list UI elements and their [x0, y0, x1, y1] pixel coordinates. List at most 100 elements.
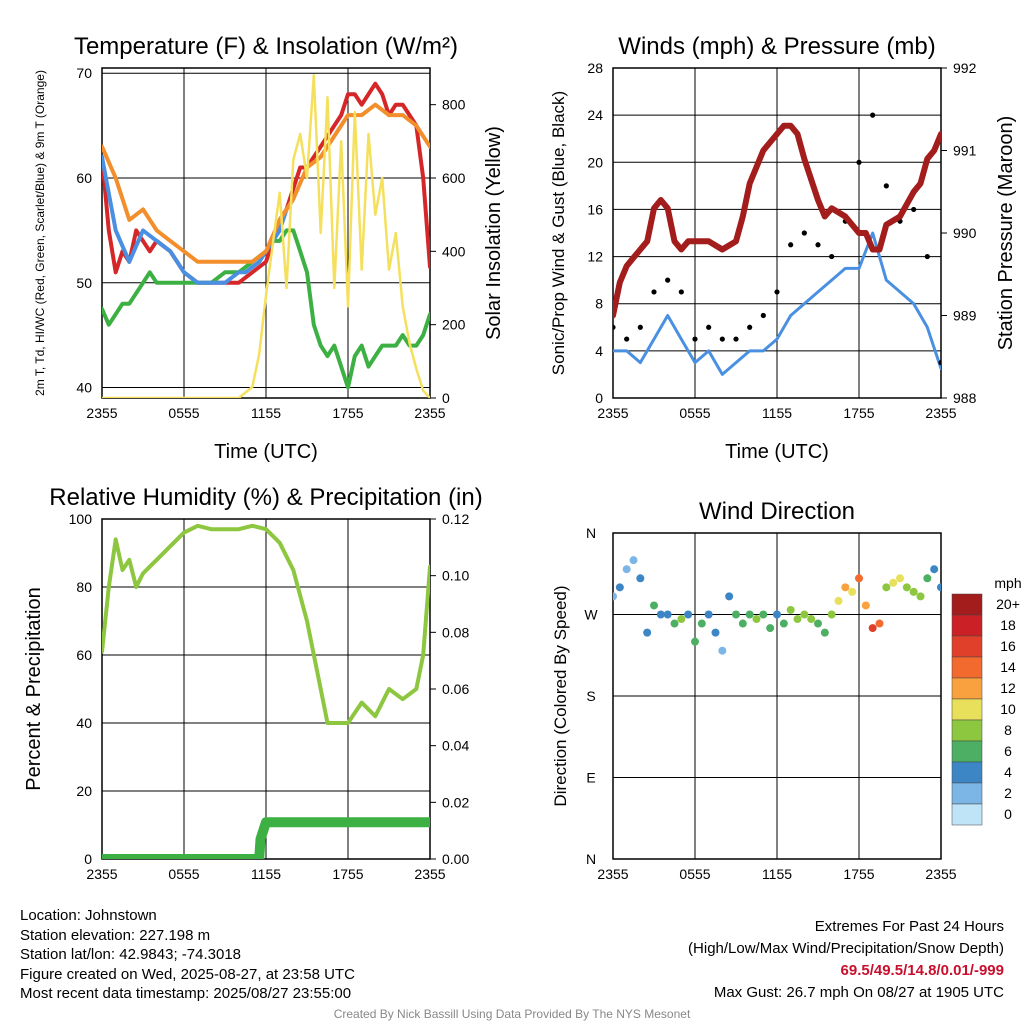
winddir-point: [875, 619, 884, 628]
winddir-point: [807, 615, 816, 624]
winddir-plot-area: [613, 556, 941, 655]
colorbar-swatch: [951, 782, 983, 805]
winds-xlabel: Time (UTC): [725, 441, 829, 463]
gust-point: [678, 289, 684, 295]
winddir-point: [738, 619, 747, 628]
humidity-ytick-right-label: 0.10: [442, 568, 469, 584]
temperature-plot-frame: [101, 67, 431, 399]
gust-point: [815, 242, 821, 248]
winds-ytick-label: 16: [587, 201, 603, 217]
winds-ytick-label: 4: [595, 343, 603, 359]
colorbar-label: 16: [1000, 638, 1016, 654]
winddir-point: [773, 610, 781, 619]
colorbar-swatch: [951, 740, 983, 763]
colorbar-label: 14: [1000, 659, 1016, 675]
colorbar-swatch: [951, 698, 983, 721]
winds-xtick-label: 1155: [762, 405, 792, 421]
humidity-ytick-label: 40: [76, 715, 92, 731]
winddir-point: [684, 610, 693, 619]
gust-point: [856, 159, 862, 165]
winddir-point: [841, 583, 850, 592]
winds-chart: Winds (mph) & Pressure (mb) 2355 0555 1155 1…: [549, 33, 1017, 463]
winddir-point: [629, 556, 638, 565]
humidity-ytick-right-label: 0.12: [442, 511, 469, 527]
temperature-ytick-right-label: 600: [442, 170, 466, 186]
winds-ytick-label: 28: [587, 60, 603, 76]
winddir-point: [814, 619, 822, 628]
winddir-point: [615, 583, 624, 592]
winds-xtick-label: 2355: [925, 405, 956, 421]
gust-point: [719, 336, 725, 342]
winddir-point: [855, 574, 863, 583]
winddir-plot-frame: [612, 532, 942, 860]
winddir-point: [759, 610, 768, 619]
humidity-ytick-right-label: 0.04: [442, 738, 469, 754]
winddir-xtick-label: 2355: [925, 866, 956, 882]
humidity-ytick-right-label: 0.06: [442, 681, 469, 697]
winddir-point: [718, 646, 727, 655]
colorbar-label: 4: [1004, 764, 1012, 780]
gust-point: [883, 183, 889, 189]
winddir-point: [779, 619, 788, 628]
winds-ytick-label: 20: [587, 154, 603, 170]
extremes-subtitle: (High/Low/Max Wind/Precipitation/Snow De…: [688, 940, 1004, 957]
temperature-plot-area: [102, 74, 430, 398]
winddir-title: Wind Direction: [699, 498, 855, 525]
temperature-series-2m-t: [102, 81, 430, 285]
gust-point: [637, 324, 643, 330]
temperature-ytick-right-label: 800: [442, 97, 466, 113]
colorbar-label: 18: [1000, 617, 1016, 633]
gust-point: [911, 206, 917, 213]
winds-ytick-label: 24: [587, 107, 603, 123]
winddir-xtick-label: 1155: [762, 866, 792, 882]
winds-ytick-right-label: 992: [953, 60, 977, 76]
winddir-ytick-label: E: [586, 770, 595, 786]
winddir-point: [820, 628, 829, 637]
winds-xtick-label: 0555: [679, 405, 710, 421]
temperature-ytick-label: 70: [76, 65, 92, 81]
colorbar-label: 2: [1004, 785, 1012, 801]
temperature-xtick-label: 1755: [332, 405, 363, 421]
humidity-xtick-label: 2355: [414, 866, 445, 882]
winddir-point: [656, 610, 665, 619]
winddir-point: [643, 628, 652, 637]
winddir-point: [704, 610, 713, 619]
winddir-point: [622, 565, 631, 574]
winddir-point: [848, 587, 857, 596]
winddir-point: [677, 615, 686, 624]
temperature-ytick-label: 50: [76, 275, 92, 291]
temperature-chart: Temperature (F) & Insolation (W/m²)2355 0…: [33, 33, 505, 463]
colorbar-swatch: [951, 593, 983, 616]
winddir-point: [861, 601, 870, 610]
gust-point: [665, 277, 671, 283]
winddir-point: [670, 619, 679, 628]
temperature-xtick-label: 2355: [414, 405, 445, 421]
gust-point: [706, 324, 712, 330]
humidity-plot-frame: [101, 518, 431, 860]
elevation-text: Station elevation: 227.198 m: [20, 926, 211, 944]
colorbar-swatch: [951, 761, 983, 784]
winddir-xtick-label: 1755: [843, 866, 874, 882]
gust-point: [924, 253, 930, 260]
humidity-plot-area: [102, 523, 430, 859]
winddir-point: [636, 574, 645, 583]
winds-xtick-label: 1755: [843, 405, 874, 421]
humidity-xtick-label: 0555: [168, 866, 199, 882]
winds-series-wind: [613, 231, 941, 376]
winddir-point: [937, 583, 941, 592]
humidity-series-relative-humidity: [102, 523, 430, 725]
winddir-point: [613, 592, 617, 601]
max-gust-text: Max Gust: 26.7 mph On 08/27 at 1905 UTC: [713, 984, 1004, 1001]
winds-ytick-label: 0: [595, 390, 603, 406]
winds-ylabel-left: Sonic/Prop Wind & Gust (Blue, Black): [549, 91, 568, 375]
temperature-title: Temperature (F) & Insolation (W/m²): [74, 33, 458, 60]
location-text: Location: Johnstown: [20, 907, 157, 924]
winddir-point: [868, 624, 877, 633]
gust-point: [938, 360, 941, 366]
winds-ytick-right-label: 990: [953, 225, 977, 241]
winddir-point: [827, 610, 836, 619]
gust-point: [651, 289, 657, 295]
gust-point: [624, 336, 630, 342]
